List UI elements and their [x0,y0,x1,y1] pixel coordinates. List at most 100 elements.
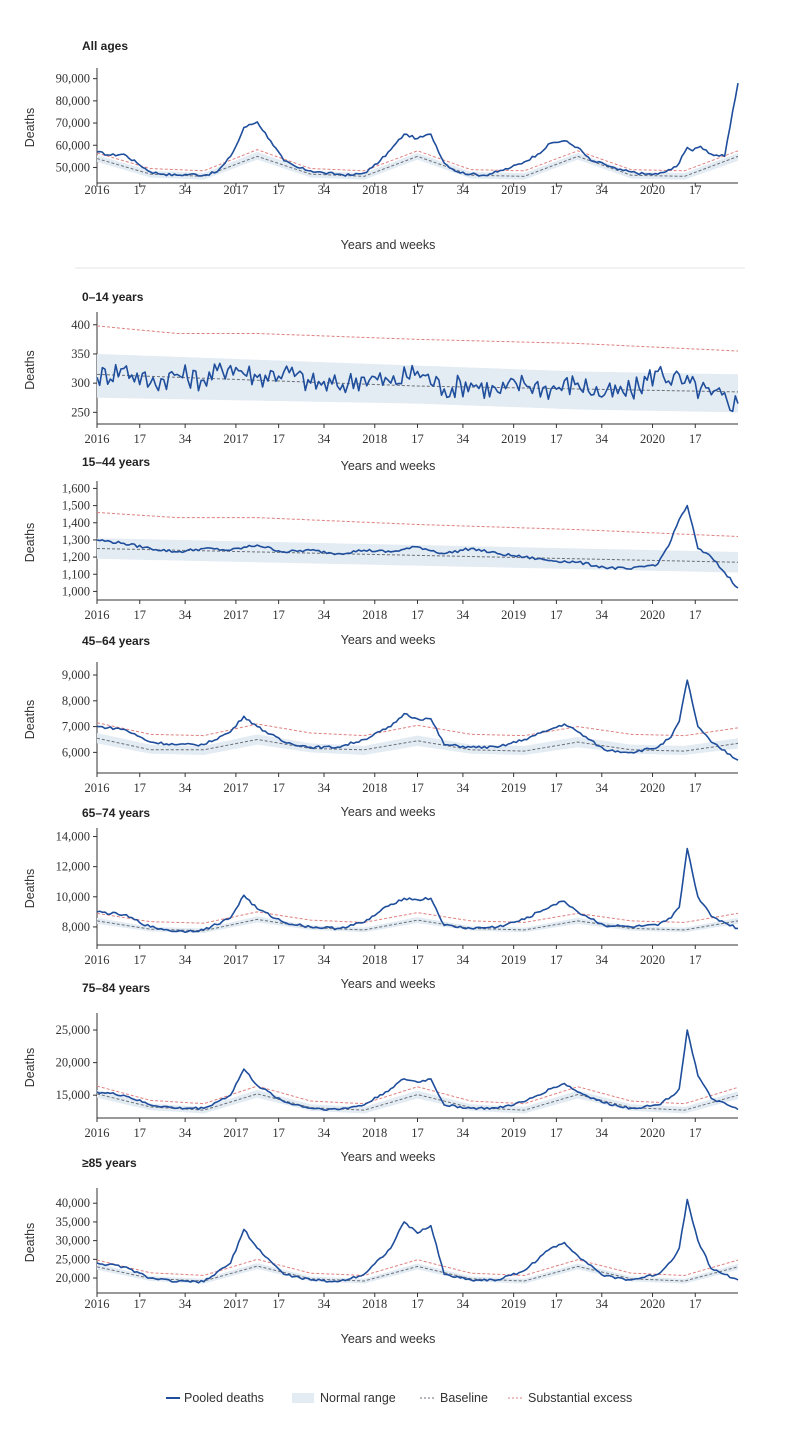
x-tick-label: 17 [411,781,424,795]
x-tick-label: 2018 [362,183,387,197]
x-tick-label: 17 [272,1297,285,1311]
x-tick-label: 2018 [362,1126,387,1140]
panel-7: ≥85 years 20,000 25,000 30,000 35,000 40,000 2… [23,1156,739,1346]
baseline-line [96,373,739,393]
excess-line [96,1258,739,1276]
pooled-deaths-line [96,504,739,589]
pooled-deaths-line [96,679,739,761]
x-tick-label: 34 [318,781,331,795]
y-axis-label: Deaths [23,350,37,390]
legend-item-pooled: Pooled deaths [166,1391,264,1405]
x-tick-label: 2019 [501,1297,526,1311]
x-tick-label: 17 [133,1297,146,1311]
y-tick-label: 400 [71,318,90,332]
x-tick-label: 17 [272,183,285,197]
x-tick-label: 34 [596,953,609,967]
x-tick-label: 34 [596,1297,609,1311]
x-tick-label: 34 [596,608,609,622]
x-tick-label: 2020 [640,953,665,967]
x-tick-label: 34 [318,432,331,446]
legend-label: Substantial excess [528,1391,632,1405]
x-tick-label: 34 [179,781,192,795]
normal-range-band [97,353,738,413]
x-tick-label: 2017 [223,432,248,446]
x-tick-label: 17 [133,432,146,446]
x-axis-label: Years and weeks [341,805,436,819]
y-tick-label: 300 [71,376,90,390]
x-tick-label: 2020 [640,781,665,795]
x-tick-label: 17 [550,781,563,795]
x-tick-label: 2016 [85,183,110,197]
baseline-line [96,155,739,177]
y-axis-label: Deaths [23,523,37,563]
x-tick-label: 17 [411,1297,424,1311]
x-tick-label: 34 [596,432,609,446]
x-tick-label: 34 [179,1126,192,1140]
panel-title: 75–84 years [82,981,150,995]
x-tick-label: 2016 [85,1126,110,1140]
x-tick-label: 2018 [362,608,387,622]
x-tick-label: 17 [550,432,563,446]
y-tick-label: 1,300 [62,533,90,547]
y-tick-label: 1,100 [62,567,90,581]
y-axis-label: Deaths [23,700,37,740]
x-tick-label: 17 [689,781,702,795]
y-axis-label: Deaths [23,1223,37,1263]
x-tick-label: 34 [179,608,192,622]
x-tick-label: 2017 [223,953,248,967]
pooled-deaths-line [96,82,739,177]
x-tick-label: 34 [179,183,192,197]
x-tick-label: 17 [133,953,146,967]
panel-title: ≥85 years [82,1156,137,1170]
normal-range-band [97,1089,738,1114]
x-tick-label: 2016 [85,781,110,795]
excess-line [96,722,739,737]
x-tick-label: 2020 [640,183,665,197]
x-tick-label: 17 [272,1126,285,1140]
x-axis-label: Years and weeks [341,977,436,991]
x-tick-label: 17 [133,608,146,622]
y-tick-label: 250 [71,405,90,419]
legend-item-excess: Substantial excess [508,1391,632,1405]
y-tick-label: 1,000 [62,584,90,598]
pooled-deaths-line [96,362,739,413]
baseline-line [96,1265,739,1282]
x-tick-label: 34 [457,1297,470,1311]
x-tick-label: 2020 [640,1297,665,1311]
x-tick-label: 2019 [501,953,526,967]
pooled-deaths-line [96,1029,739,1112]
panel-2: 0–14 years 250 300 350 400 2016 17 34 2017 17 34 20… [23,290,739,473]
excess-line [96,911,739,924]
y-tick-label: 80,000 [56,94,90,108]
x-tick-label: 2018 [362,432,387,446]
y-tick-label: 12,000 [56,860,90,874]
x-tick-label: 34 [318,608,331,622]
y-axis-label: Deaths [23,1048,37,1088]
x-tick-label: 2017 [223,608,248,622]
x-tick-label: 34 [457,432,470,446]
y-tick-label: 1,200 [62,550,90,564]
panel-1: All ages 50,000 60,000 70,000 80,000 90,000 20… [23,39,739,252]
y-tick-label: 20,000 [56,1056,90,1070]
legend-swatch [292,1393,314,1403]
legend-label: Pooled deaths [184,1391,264,1405]
y-tick-label: 7,000 [62,720,90,734]
x-tick-label: 17 [133,1126,146,1140]
y-tick-label: 30,000 [56,1234,90,1248]
x-tick-label: 2016 [85,953,110,967]
x-tick-label: 17 [550,1297,563,1311]
x-tick-label: 17 [411,953,424,967]
x-tick-label: 2019 [501,608,526,622]
y-tick-label: 90,000 [56,72,90,86]
x-tick-label: 34 [179,953,192,967]
x-tick-label: 17 [133,781,146,795]
baseline-line [96,548,739,563]
x-axis-label: Years and weeks [341,459,436,473]
excess-line [96,149,739,172]
x-tick-label: 17 [550,608,563,622]
x-tick-label: 17 [550,953,563,967]
x-tick-label: 17 [550,1126,563,1140]
baseline-line [96,737,739,752]
y-tick-label: 9,000 [62,668,90,682]
